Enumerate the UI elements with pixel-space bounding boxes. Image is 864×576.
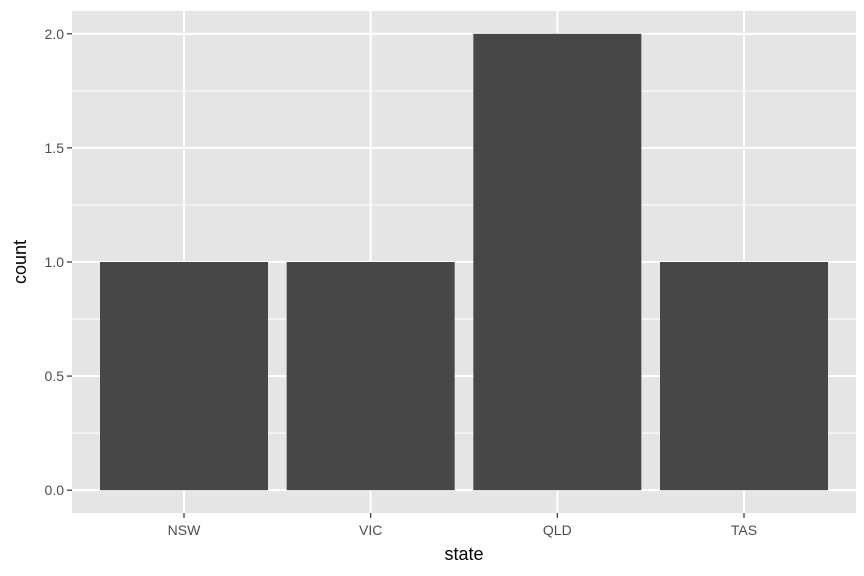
bars [100,33,828,491]
bar-qld [473,33,642,491]
x-tick-label: QLD [543,522,572,538]
y-axis-title: count [10,240,30,284]
x-axis-title: state [444,544,483,564]
x-tick-label: NSW [168,522,201,538]
y-tick-label: 0.5 [45,368,65,384]
x-tick-label: TAS [731,522,757,538]
bar-nsw [100,262,268,491]
y-axis: 0.0 0.5 1.0 1.5 2.0 [45,26,72,498]
y-tick-label: 0.0 [45,482,65,498]
y-tick-label: 1.0 [45,254,65,270]
x-axis: NSW VIC QLD TAS [168,513,757,538]
bar-tas [660,262,828,491]
y-tick-label: 1.5 [45,140,65,156]
y-tick-label: 2.0 [45,26,65,42]
bar-vic [286,262,455,491]
x-tick-label: VIC [359,522,382,538]
